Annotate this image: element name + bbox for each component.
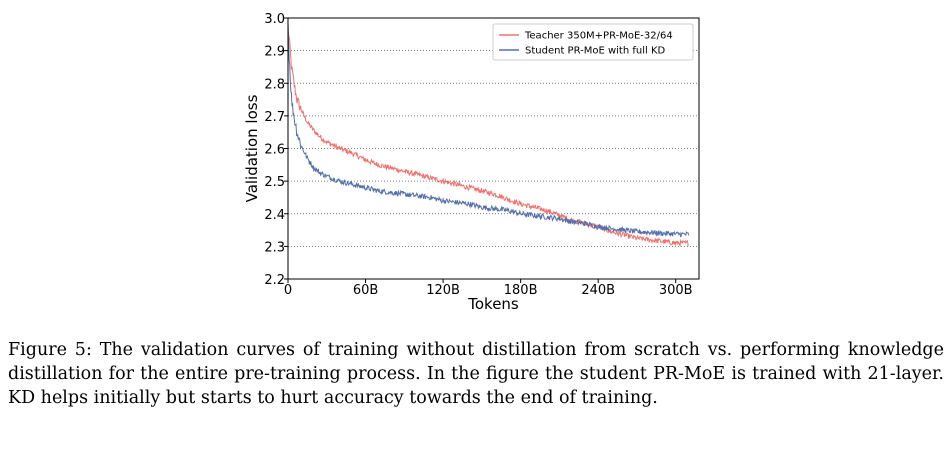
y-tick-label: 2.5 — [264, 175, 285, 190]
y-tick-label: 2.2 — [264, 273, 285, 288]
y-tick-label: 2.4 — [264, 208, 285, 223]
x-tick-label: 180B — [504, 283, 538, 298]
y-tick-label: 2.9 — [264, 45, 285, 60]
y-tick-label: 2.7 — [264, 110, 285, 125]
y-axis: 2.2 2.3 2.4 2.5 2.6 2.7 2.8 2.9 3.0 — [264, 12, 288, 288]
figure-caption: Figure 5: The validation curves of train… — [8, 340, 944, 408]
y-tick-label: 2.6 — [264, 143, 285, 158]
legend-label-student: Student PR-MoE with full KD — [525, 46, 666, 57]
y-tick-label: 2.3 — [264, 240, 285, 255]
x-tick-label: 120B — [426, 283, 460, 298]
x-axis: 0 60B 120B 180B 240B 300B — [284, 279, 693, 298]
x-tick-label: 60B — [353, 283, 378, 298]
x-tick-label: 240B — [581, 283, 615, 298]
grid-lines — [288, 50, 699, 247]
y-axis-label: Validation loss — [243, 94, 261, 202]
x-axis-label: Tokens — [467, 295, 519, 313]
y-tick-label: 2.8 — [264, 77, 285, 92]
y-tick-label: 3.0 — [264, 12, 285, 27]
x-tick-label: 300B — [659, 283, 693, 298]
series-line-1 — [287, 31, 690, 238]
x-tick-label: 0 — [284, 283, 292, 298]
series-group — [287, 22, 690, 248]
legend: Teacher 350M+PR-MoE-32/64 Student PR-MoE… — [492, 23, 694, 61]
legend-box — [492, 23, 694, 61]
legend-label-teacher: Teacher 350M+PR-MoE-32/64 — [524, 31, 673, 42]
validation-loss-chart: 0 60B 120B 180B 240B 300B 2.22.32.42.52.62.72… — [243, 12, 700, 313]
series-line-0 — [287, 22, 689, 248]
